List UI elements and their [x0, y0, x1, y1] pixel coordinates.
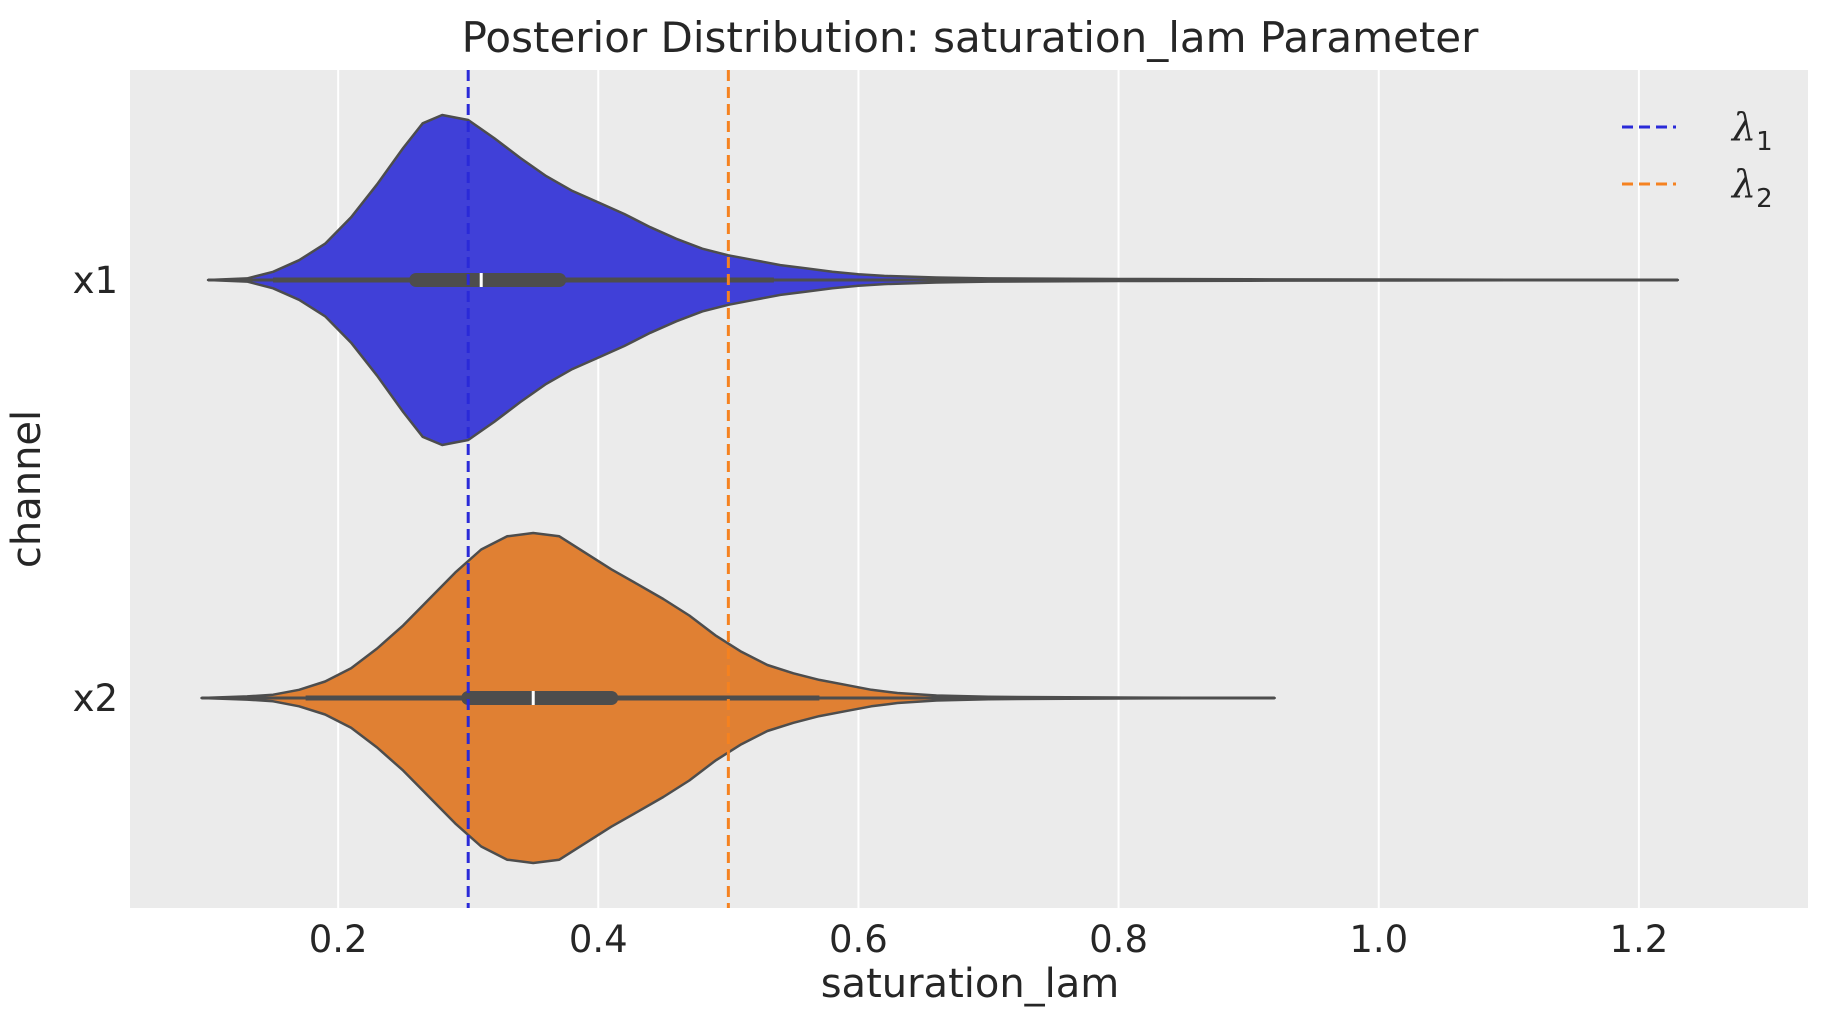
x-tick-label: 0.8: [1089, 918, 1148, 961]
legend-subscript: 1: [1756, 127, 1773, 157]
legend-label-1: λ1: [1730, 105, 1773, 157]
chart-title: Posterior Distribution: saturation_lam P…: [462, 13, 1480, 62]
x-tick-label: 0.2: [309, 918, 368, 961]
x-tick-labels: 0.2 0.4 0.6 0.8 1.0 1.2: [309, 918, 1669, 961]
violins: [200, 113, 1680, 865]
x-tick-label: 1.2: [1609, 918, 1668, 961]
x-tick-label: 0.4: [569, 918, 628, 961]
reference-lines: [466, 70, 730, 908]
legend-label-2: λ2: [1730, 162, 1773, 214]
x-tick-label: 0.6: [829, 918, 888, 961]
y-axis-label: channel: [4, 410, 50, 568]
x-axis-label: saturation_lam: [821, 961, 1120, 1007]
legend-symbol: λ: [1730, 162, 1756, 206]
y-tick-label: x1: [73, 259, 118, 302]
legend-symbol: λ: [1730, 105, 1756, 149]
x-tick-label: 1.0: [1349, 918, 1408, 961]
y-tick-labels: x1 x2: [73, 259, 118, 720]
y-tick-label: x2: [73, 677, 118, 720]
legend-subscript: 2: [1756, 184, 1773, 214]
